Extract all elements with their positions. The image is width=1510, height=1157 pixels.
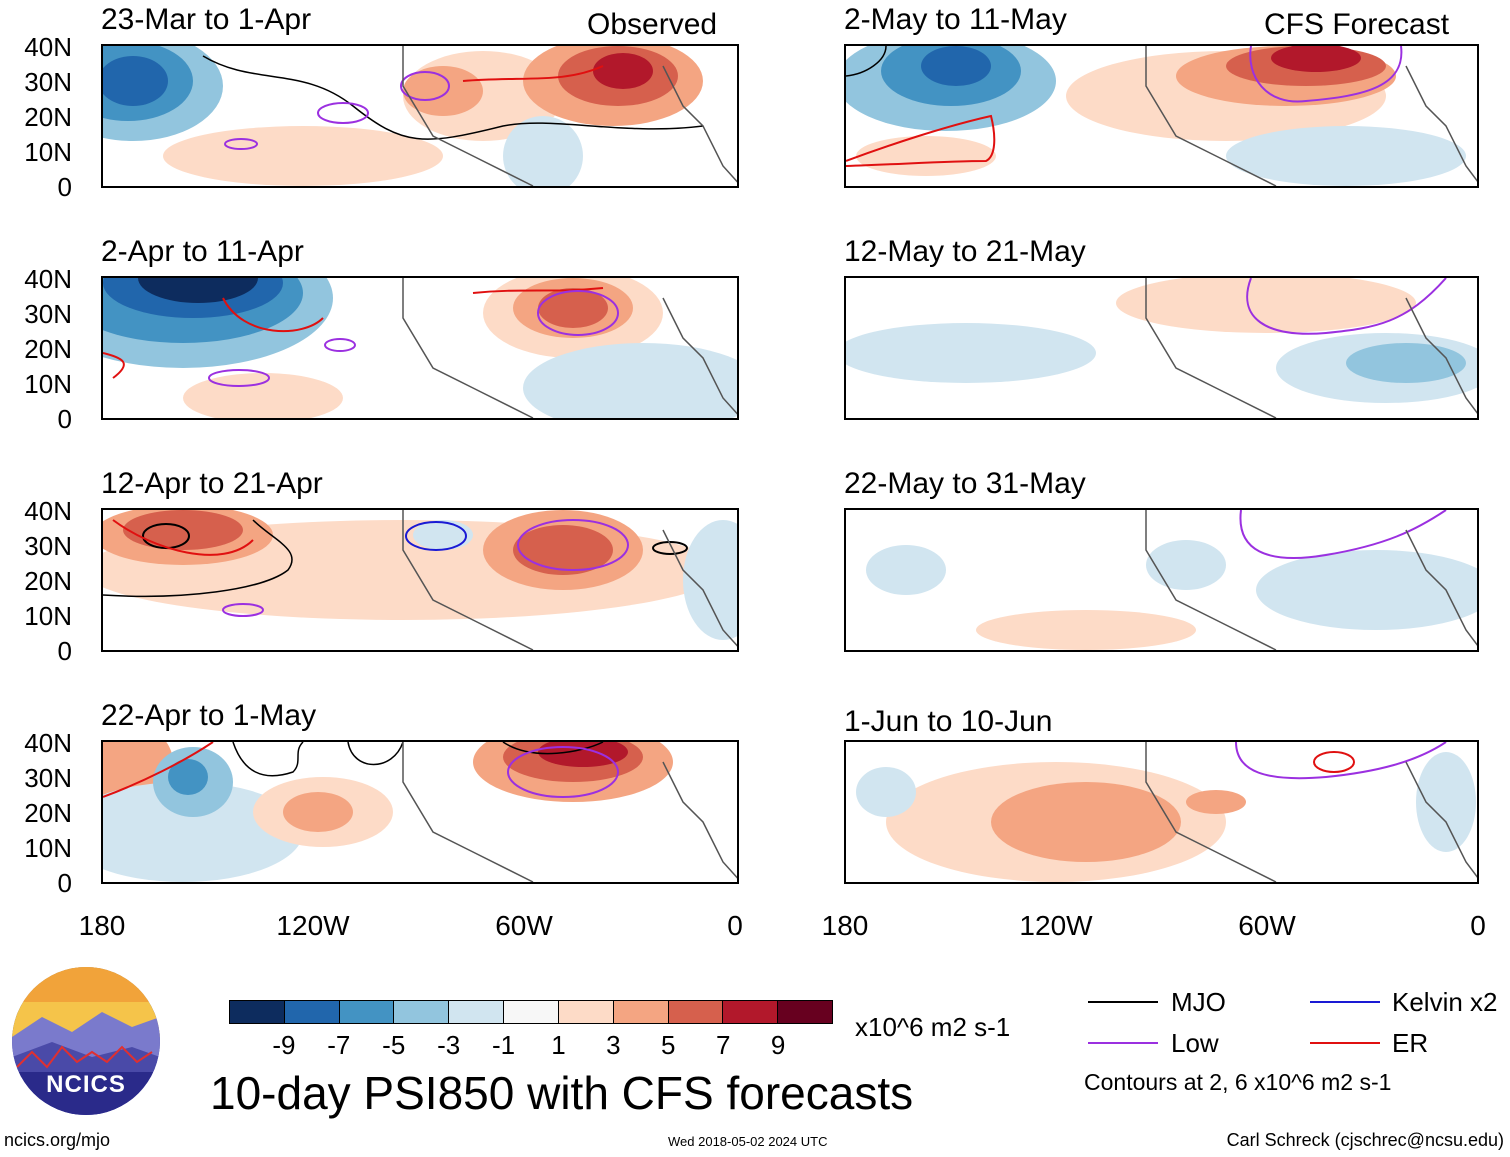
- ncics-logo: NCICS: [12, 967, 160, 1115]
- lat-label: 30N: [24, 299, 72, 329]
- lat-label: 10N: [24, 601, 72, 631]
- lat-label: 10N: [24, 369, 72, 399]
- colorbar-units: x10^6 m2 s-1: [855, 1012, 1011, 1042]
- colorbar-tick-label: -3: [437, 1030, 461, 1060]
- colorbar-swatch: [558, 1001, 614, 1023]
- legend-line-kelvin: [1310, 1001, 1380, 1003]
- colorbar-swatch: [339, 1001, 395, 1023]
- lon-label-120w-left: 120W: [276, 910, 350, 941]
- legend-contours-note: Contours at 2, 6 x10^6 m2 s-1: [1084, 1069, 1392, 1095]
- colorbar-swatch: [613, 1001, 669, 1023]
- colorbar-tick-label: -9: [272, 1030, 296, 1060]
- colorbar-tick-label: -7: [327, 1030, 351, 1060]
- lat-label: 20N: [24, 334, 72, 364]
- panel-title-5: 2-May to 11-May: [844, 3, 1067, 36]
- lat-label: 30N: [24, 531, 72, 561]
- footer-url[interactable]: ncics.org/mjo: [4, 1130, 111, 1150]
- lat-label: 0: [57, 404, 72, 434]
- colorbar-swatch: [449, 1001, 505, 1023]
- lon-label-60w-left: 60W: [495, 910, 553, 941]
- main-title: 10-day PSI850 with CFS forecasts: [210, 1067, 914, 1119]
- panel-title-8: 1-Jun to 10-Jun: [844, 705, 1053, 738]
- lon-label-180-left: 180: [78, 910, 126, 941]
- panel-tag-observed: Observed: [587, 8, 718, 41]
- panel-title-6: 12-May to 21-May: [844, 235, 1086, 268]
- colorbar-swatch: [723, 1001, 779, 1023]
- lat-label: 40N: [24, 32, 72, 62]
- lat-label: 30N: [24, 763, 72, 793]
- colorbar-tick-label: -5: [382, 1030, 406, 1060]
- lat-label: 20N: [24, 102, 72, 132]
- panel-tag-cfs-forecast: CFS Forecast: [1264, 8, 1450, 41]
- legend-label-mjo: MJO: [1171, 987, 1226, 1017]
- footer-author: Carl Schreck (cjschrec@ncsu.edu): [1226, 1130, 1504, 1150]
- lon-label-60w-right: 60W: [1238, 910, 1296, 941]
- footer-timestamp: Wed 2018-05-02 2024 UTC: [668, 1134, 828, 1149]
- colorbar-tick-label: 7: [715, 1030, 731, 1060]
- colorbar-swatch: [284, 1001, 340, 1023]
- lat-label: 10N: [24, 137, 72, 167]
- map-panel-2: [101, 276, 739, 420]
- map-panel-3: [101, 508, 739, 652]
- legend-line-mjo: [1088, 1001, 1158, 1003]
- colorbar-tick-label: 1: [551, 1030, 566, 1060]
- colorbar: [229, 1000, 833, 1024]
- panel-title-1: 23-Mar to 1-Apr: [101, 3, 312, 36]
- lon-label-120w-right: 120W: [1019, 910, 1093, 941]
- legend-line-low: [1088, 1042, 1158, 1044]
- map-panel-1: [101, 44, 739, 188]
- map-panel-7: [844, 508, 1479, 652]
- lat-label: 0: [57, 868, 72, 898]
- legend-label-low: Low: [1171, 1028, 1219, 1058]
- map-panel-8: [844, 740, 1479, 884]
- logo-text: NCICS: [46, 1071, 126, 1098]
- lat-label: 0: [57, 636, 72, 666]
- lat-label: 40N: [24, 264, 72, 294]
- lat-label: 10N: [24, 833, 72, 863]
- lat-label: 40N: [24, 728, 72, 758]
- colorbar-swatch: [668, 1001, 724, 1023]
- panel-title-2: 2-Apr to 11-Apr: [101, 235, 304, 268]
- lon-label-0-right: 0: [1470, 910, 1486, 941]
- colorbar-tick-label: 5: [661, 1030, 676, 1060]
- colorbar-tick-label: 3: [606, 1030, 621, 1060]
- lat-label: 20N: [24, 566, 72, 596]
- lat-label: 20N: [24, 798, 72, 828]
- colorbar-swatch: [778, 1001, 832, 1023]
- colorbar-swatch: [230, 1001, 285, 1023]
- map-panel-6: [844, 276, 1479, 420]
- lat-label: 40N: [24, 496, 72, 526]
- panel-title-4: 22-Apr to 1-May: [101, 699, 317, 732]
- map-panel-4: [101, 740, 739, 884]
- lon-label-0-left: 0: [727, 910, 743, 941]
- legend-label-kelvin: Kelvin x2: [1392, 987, 1498, 1017]
- panel-title-7: 22-May to 31-May: [844, 467, 1086, 500]
- lat-label: 0: [57, 172, 72, 202]
- lat-label: 30N: [24, 67, 72, 97]
- colorbar-swatch: [504, 1001, 559, 1023]
- colorbar-tick-label: 9: [770, 1030, 786, 1060]
- panel-title-3: 12-Apr to 21-Apr: [101, 467, 323, 500]
- legend-line-er: [1310, 1042, 1380, 1044]
- colorbar-swatch: [394, 1001, 450, 1023]
- legend-label-er: ER: [1392, 1028, 1429, 1058]
- colorbar-tick-label: -1: [491, 1030, 516, 1060]
- map-panel-5: [844, 44, 1479, 188]
- lon-label-180-right: 180: [821, 910, 869, 941]
